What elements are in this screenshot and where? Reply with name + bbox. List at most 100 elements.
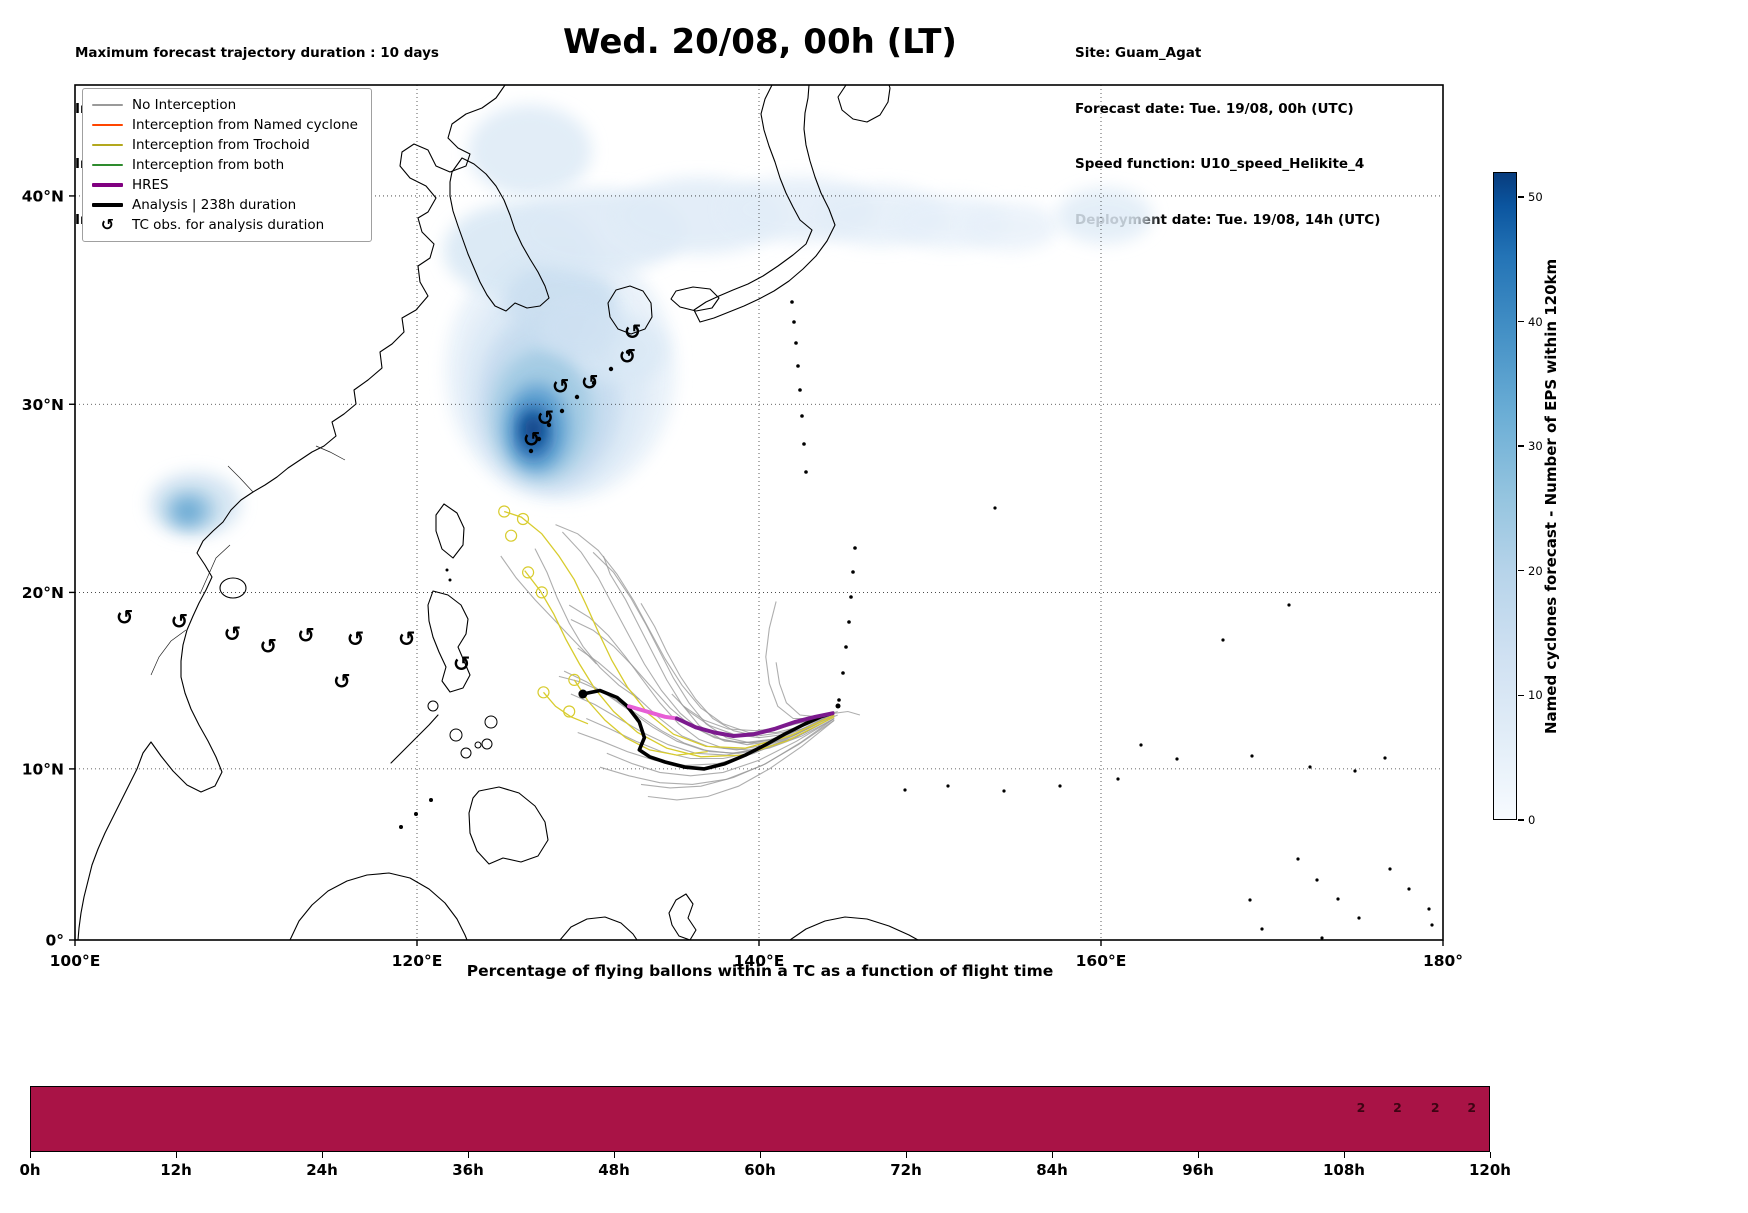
coastline-borneo <box>289 872 468 940</box>
coastline-shikoku <box>670 286 720 312</box>
legend-item-label: Interception from both <box>132 156 285 173</box>
percentage-in-tc-bar <box>30 1086 1490 1152</box>
ensemble-trajectory <box>500 555 597 665</box>
y-tick-label: 10°N <box>22 760 64 778</box>
line-swatch <box>92 182 123 187</box>
analysis-start-marker <box>578 689 588 699</box>
coastline-halmahera <box>668 893 697 940</box>
colorbar-tick <box>1518 570 1524 572</box>
map-axis-ticks: 0° 10°N 20°N 30°N 40°N 100°E 120°E 140°E 160°E 18… <box>22 187 1463 970</box>
trochoid-loop <box>535 586 548 599</box>
map-legend: No Interception Interception from Named c… <box>82 88 372 242</box>
legend-item: ↺ TC obs. for analysis duration <box>92 216 358 234</box>
bottom-axis-tick <box>176 1152 178 1158</box>
tc-obs-symbol: ↺ <box>552 375 570 399</box>
coastline-kyushu <box>607 285 653 335</box>
forecast-date-line: Forecast date: Tue. 19/08, 00h (UTC) <box>1075 100 1354 117</box>
hres-track <box>627 704 679 721</box>
coastline-sulawesi <box>559 916 638 940</box>
ensemble-trajectory <box>555 524 835 734</box>
legend-line-sample <box>92 143 123 146</box>
legend-item: HRES <box>92 176 358 194</box>
trochoid-loop <box>568 673 581 687</box>
line-swatch <box>92 143 123 146</box>
ensemble-trajectory <box>647 719 835 801</box>
coastlines <box>77 85 1434 940</box>
colorbar-tick <box>1518 819 1524 821</box>
tc-obs-symbol: ↺ <box>398 627 416 651</box>
ensemble-trajectory <box>765 601 835 720</box>
tc-obs-symbol: ↺ <box>347 627 365 651</box>
inland-borders <box>150 445 346 676</box>
tc-obs-symbol: ↺ <box>259 634 277 658</box>
ensemble-trajectory <box>577 647 835 751</box>
bar-count-annotation: 2 <box>1467 1100 1477 1115</box>
ensemble-trajectory <box>640 718 835 789</box>
ensemble-trajectory <box>834 710 861 716</box>
x-tick-label: 180° <box>1423 952 1463 970</box>
island-hainan <box>219 577 247 599</box>
coastline-korea <box>449 157 550 312</box>
tc-obs-symbol: ↺ <box>223 622 241 646</box>
bottom-axis-tick-label: 72h <box>890 1161 922 1179</box>
bottom-axis-tick-label: 36h <box>452 1161 484 1179</box>
bottom-axis-tick-label: 108h <box>1323 1161 1365 1179</box>
island-dots-izu-bonin <box>790 300 808 474</box>
trochoid-loop <box>537 686 550 699</box>
legend-item-label: Analysis | 238h duration <box>132 196 297 213</box>
colorbar-tick <box>1518 694 1524 697</box>
legend-item: No Interception <box>92 96 358 114</box>
coastline-luzon <box>427 590 471 693</box>
analysis-track <box>581 688 835 771</box>
colorbar-tick <box>1518 445 1524 447</box>
bottom-axis-tick-label: 120h <box>1469 1161 1511 1179</box>
site-line: Site: Guam_Agat <box>1075 45 1202 61</box>
density-blob <box>539 298 620 358</box>
colorbar-tick-label: 40 <box>1528 314 1543 329</box>
bottom-axis-tick-label: 12h <box>160 1161 192 1179</box>
bottom-axis-tick <box>1052 1152 1054 1158</box>
bottom-axis-tick-label: 24h <box>306 1161 338 1179</box>
bar-count-annotation: 2 <box>1430 1100 1440 1115</box>
y-tick-label: 0° <box>45 932 64 950</box>
colorbar-label: Named cyclones forecast - Number of EPS … <box>1542 258 1560 734</box>
colorbar-tick-label: 30 <box>1528 439 1543 454</box>
coastline-hokkaido <box>837 85 891 123</box>
coastline-mindanao <box>468 786 549 865</box>
colorbar-gradient <box>1493 172 1517 820</box>
ensemble-trajectory <box>570 693 835 756</box>
bar-count-annotation: 2 <box>1356 1100 1366 1115</box>
bottom-axis-tick-label: 96h <box>1182 1161 1214 1179</box>
y-tick-label: 20°N <box>22 584 64 602</box>
tc-obs-symbol: ↺ <box>333 670 351 694</box>
tc-obs-symbol: ↺ <box>453 652 471 676</box>
speed-function-line: Speed function: U10_speed_Helikite_4 <box>1075 156 1365 172</box>
x-tick-label: 160°E <box>1076 952 1127 970</box>
legend-item: Analysis | 238h duration <box>92 196 358 214</box>
trochoid-loop <box>563 705 576 718</box>
tc-obs-symbol: ↺ <box>297 624 315 648</box>
legend-item-label: Interception from Trochoid <box>132 136 310 153</box>
tc-obs-symbol: ↺ <box>536 406 554 430</box>
colorbar-tick <box>1518 196 1524 198</box>
y-tick-label: 40°N <box>22 187 64 205</box>
coastline-palawan <box>390 714 439 764</box>
legend-line-sample <box>92 163 123 166</box>
island-group-visayas <box>427 700 498 759</box>
line-swatch <box>92 123 123 126</box>
legend-item-label: TC obs. for analysis duration <box>132 216 325 233</box>
line-swatch <box>92 163 123 166</box>
legend-line-sample <box>92 123 123 126</box>
x-tick-label: 140°E <box>734 952 785 970</box>
colorbar-tick <box>1518 320 1524 323</box>
island-dots-sulu <box>399 798 433 829</box>
bottom-axis-tick-label: 60h <box>744 1161 776 1179</box>
legend-line-sample <box>92 103 123 106</box>
ensemble-trajectory <box>534 548 640 700</box>
coastline-asia-mainland <box>77 85 506 940</box>
config-line-duration: Maximum forecast trajectory duration : 1… <box>75 45 439 61</box>
coastline-taiwan <box>435 503 465 559</box>
trochoid-loop <box>498 505 511 518</box>
density-blob <box>524 416 543 443</box>
